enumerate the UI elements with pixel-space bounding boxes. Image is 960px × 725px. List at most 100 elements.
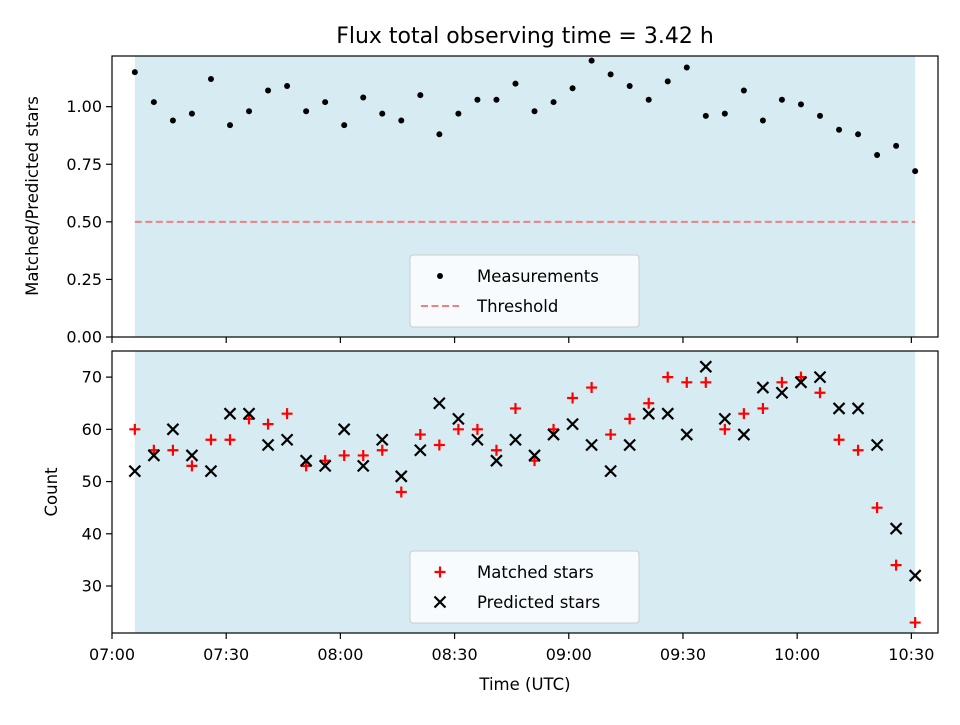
predicted-stars-point xyxy=(223,407,237,420)
measurement-point xyxy=(398,117,405,124)
measurement-point xyxy=(303,108,310,115)
predicted-stars-point xyxy=(147,449,161,462)
predicted-stars-point xyxy=(414,443,427,457)
predicted-stars-point xyxy=(204,464,218,478)
predicted-stars-point xyxy=(166,423,180,436)
measurement-point xyxy=(265,87,272,94)
top-chart-title: Flux total observing time = 3.42 h xyxy=(336,24,714,49)
matched-stars-point xyxy=(852,444,864,456)
measurement-point xyxy=(150,99,157,106)
matched-stars-point xyxy=(567,392,579,404)
measurement-point xyxy=(588,57,595,64)
measurement-point xyxy=(645,96,652,103)
y-tick-label: 1.00 xyxy=(66,97,102,116)
matched-stars-point xyxy=(738,408,750,420)
x-tick-label: 08:30 xyxy=(432,645,478,664)
measurement-point xyxy=(207,76,214,83)
matched-stars-point xyxy=(776,376,788,388)
top-y-axis-label: Matched/Predicted stars xyxy=(23,96,42,296)
matched-stars-point xyxy=(452,423,464,435)
predicted-stars-point xyxy=(870,438,884,452)
measurement-point xyxy=(227,122,233,129)
matched-stars-point xyxy=(148,444,160,456)
predicted-stars-point xyxy=(299,454,313,467)
measurement-point xyxy=(493,96,500,103)
measurement-point xyxy=(797,101,804,108)
matched-stars-point xyxy=(681,376,693,388)
top-panel: 0.00 0.25 0.50 0.75 1.00 Measurements Threshol… xyxy=(66,55,939,347)
predicted-stars-point xyxy=(756,381,770,394)
legend-label-matched: Matched stars xyxy=(477,563,594,582)
measurement-point xyxy=(855,131,862,138)
matched-stars-point xyxy=(167,444,179,456)
measurement-point xyxy=(436,131,443,138)
measurement-point xyxy=(740,87,747,94)
predicted-stars-point xyxy=(737,428,751,441)
matched-stars-point xyxy=(357,449,369,461)
matched-stars-point xyxy=(757,402,769,414)
legend-box xyxy=(409,254,640,328)
matched-stars-point xyxy=(890,559,902,571)
predicted-stars-point xyxy=(585,438,598,452)
matched-stars-point xyxy=(129,423,141,435)
y-tick-label: 50 xyxy=(82,472,102,491)
predicted-stars-point xyxy=(337,423,351,436)
measurement-point xyxy=(607,71,614,78)
measurement-point xyxy=(131,69,138,76)
plot-frame xyxy=(111,350,939,634)
predicted-stars-point xyxy=(261,438,275,452)
matched-stars-point xyxy=(471,423,483,435)
measurement-point xyxy=(912,168,919,175)
bottom-panel: 30 40 50 60 70 07:00 07:30 08:00 08:30 09:00 09:30… xyxy=(82,350,939,664)
matched-stars-point xyxy=(529,455,541,467)
matched-stars-point xyxy=(700,376,712,388)
matched-stars-point xyxy=(262,418,274,430)
predicted-stars-point xyxy=(718,412,732,426)
predicted-stars-point xyxy=(471,433,484,447)
predicted-stars-point xyxy=(356,459,370,473)
matched-stars-point xyxy=(719,423,731,435)
y-tick-label: 40 xyxy=(82,524,102,543)
predicted-stars-point xyxy=(490,454,503,467)
measurement-point xyxy=(341,122,348,129)
measurement-point xyxy=(836,126,843,133)
measurement-point xyxy=(455,110,462,117)
matched-stars-point xyxy=(186,460,198,472)
legend: Measurements Threshold xyxy=(409,254,640,328)
matched-stars-point xyxy=(414,429,426,441)
measurement-point xyxy=(893,142,900,149)
predicted-stars-point xyxy=(775,386,789,400)
measurement-point xyxy=(512,80,519,87)
y-tick-label: 0.00 xyxy=(66,328,102,347)
measurement-point xyxy=(721,110,728,117)
measurement-point xyxy=(683,64,690,71)
measurement-point xyxy=(874,152,881,159)
x-tick-label: 08:00 xyxy=(317,645,363,664)
predicted-stars-point xyxy=(185,449,199,462)
matched-stars-point xyxy=(662,371,674,383)
matched-stars-point xyxy=(433,439,445,451)
measurement-point xyxy=(531,108,538,115)
x-tick-label: 09:00 xyxy=(546,645,592,664)
predicted-stars-point xyxy=(452,412,465,426)
plot-frame xyxy=(111,55,939,338)
predicted-stars-point xyxy=(242,407,256,420)
matched-stars-point xyxy=(586,382,598,394)
measurement-point xyxy=(360,94,367,101)
matched-stars-point xyxy=(624,413,636,425)
y-tick-label: 70 xyxy=(82,368,102,387)
legend-marker-matched xyxy=(434,566,446,578)
bottom-y-axis-label: Count xyxy=(42,467,61,517)
measurement-point xyxy=(778,96,785,103)
predicted-stars-point xyxy=(794,376,808,389)
x-tick-label: 09:30 xyxy=(660,645,706,664)
measurement-point xyxy=(759,117,766,124)
measurement-point xyxy=(817,112,823,119)
predicted-stars-point xyxy=(813,370,827,384)
measurement-point xyxy=(664,78,671,85)
matched-stars-point xyxy=(814,387,826,399)
matched-stars-point xyxy=(909,617,921,629)
predicted-stars-point xyxy=(566,417,579,431)
